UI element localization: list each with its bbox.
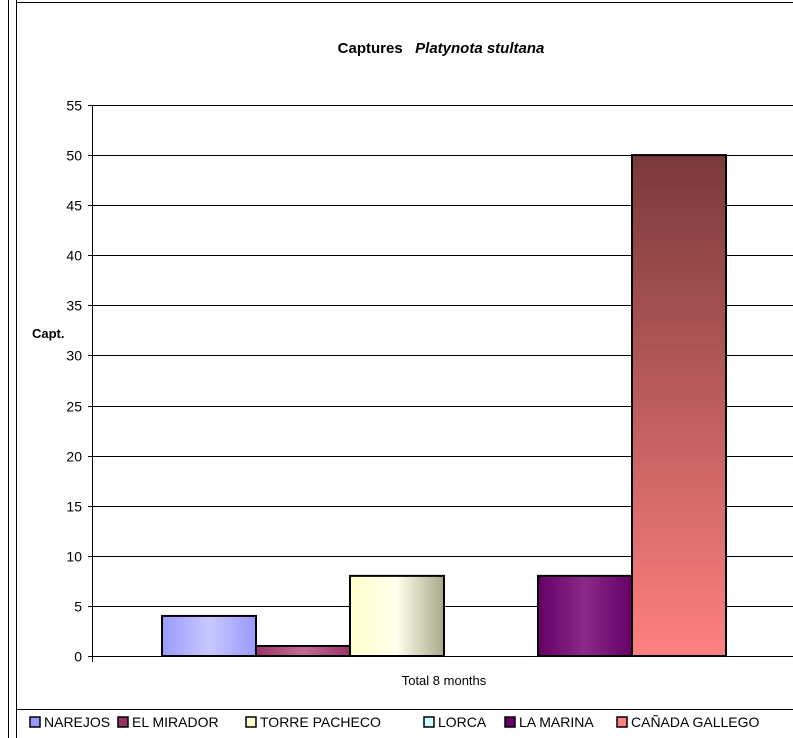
y-tick-label: 30 xyxy=(66,348,82,364)
legend-swatch xyxy=(616,716,628,728)
y-tick-label: 15 xyxy=(66,499,82,515)
legend-label: CAÑADA GALLEGO xyxy=(631,714,759,730)
y-tick-label: 10 xyxy=(66,549,82,565)
y-tick-label: 20 xyxy=(66,449,82,465)
bar-ca-ada-gallego xyxy=(631,154,727,657)
legend-swatch xyxy=(423,716,435,728)
y-tick-label: 55 xyxy=(66,98,82,114)
legend-label: EL MIRADOR xyxy=(132,714,219,730)
y-axis-label: Capt. xyxy=(32,326,65,341)
bar-narejos xyxy=(161,614,257,657)
y-tick-label: 35 xyxy=(66,298,82,314)
chart-title: Captures Platynota stultana xyxy=(338,40,545,57)
legend-label: LORCA xyxy=(438,714,487,730)
bars xyxy=(161,154,727,658)
axes: 0 5 10 15 20 25 30 35 40 45 50 55 Total 8 months xyxy=(66,98,793,688)
y-tick-label: 25 xyxy=(66,399,82,415)
y-tick-label: 45 xyxy=(66,198,82,214)
y-tick-label: 50 xyxy=(66,148,82,164)
legend-swatch xyxy=(29,716,41,728)
legend-label: NAREJOS xyxy=(44,714,110,730)
legend-label: TORRE PACHECO xyxy=(260,714,381,730)
y-tick-label: 0 xyxy=(74,649,82,665)
bar-el-mirador xyxy=(255,644,351,657)
legend: NAREJOS EL MIRADOR TORRE PACHECO LORCA LA MA… xyxy=(29,714,759,730)
chart-title-species: Platynota stultana xyxy=(415,40,544,57)
legend-swatch xyxy=(245,716,257,728)
y-tick-label: 40 xyxy=(66,248,82,264)
y-tick-label: 5 xyxy=(74,599,82,615)
bar-la-marina xyxy=(537,574,633,658)
legend-label: LA MARINA xyxy=(519,714,594,730)
x-category-label: Total 8 months xyxy=(402,673,487,688)
legend-swatch xyxy=(504,716,516,728)
chart-title-main: Captures xyxy=(338,40,403,57)
legend-swatch xyxy=(117,716,129,728)
bar-torre-pacheco xyxy=(349,574,445,658)
